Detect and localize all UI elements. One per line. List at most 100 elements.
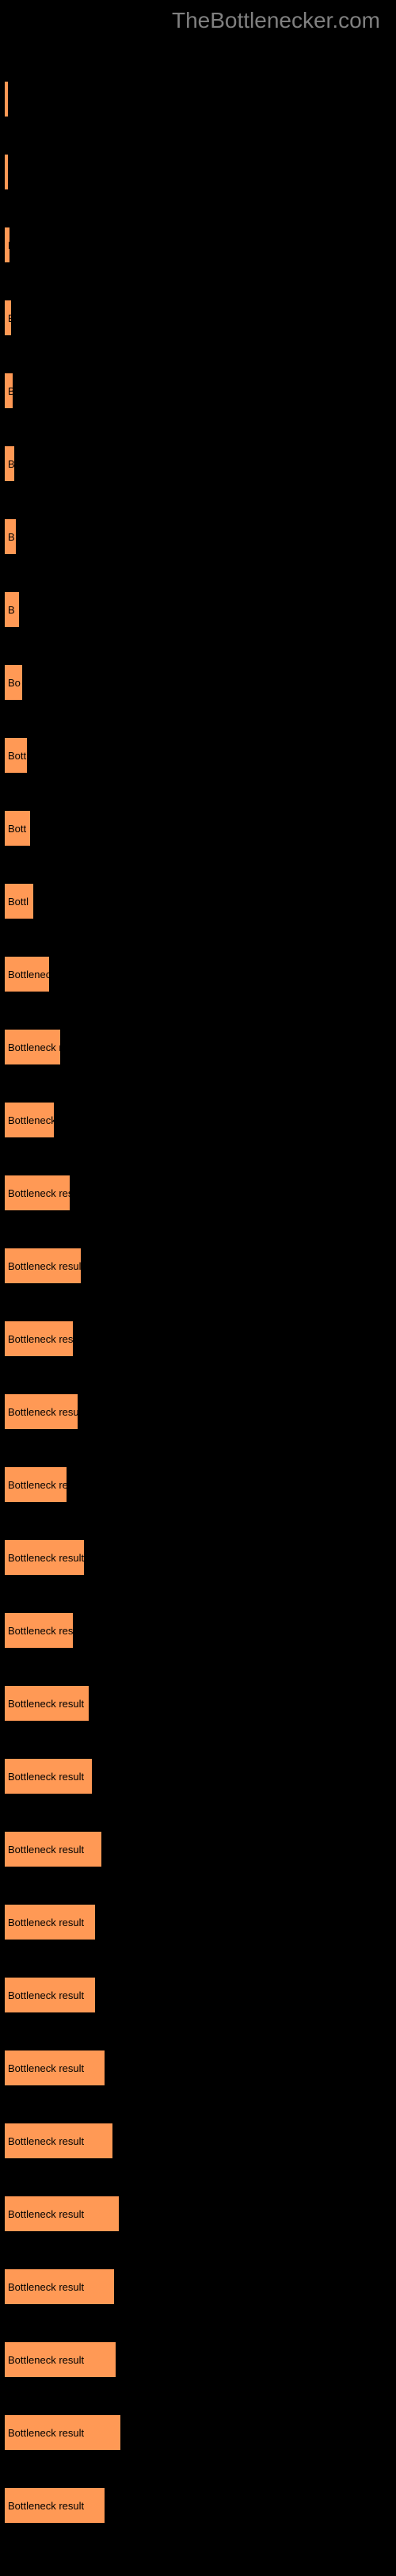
bar-row: B xyxy=(4,373,392,409)
chart-bar: B xyxy=(4,445,15,482)
bar-label: Bottleneck result xyxy=(8,1552,84,1564)
bar-row: Bottleneck re xyxy=(4,1029,392,1065)
bar-label: Bottleneck result xyxy=(8,2281,84,2293)
bar-label: Bottleneck result xyxy=(8,2208,84,2220)
bar-label: Bottleneck result xyxy=(8,2135,84,2147)
bar-label: Bottleneck result xyxy=(8,1771,84,1783)
bar-label: Bott xyxy=(8,823,26,835)
chart-bar: Bott xyxy=(4,737,28,774)
bar-row: Bottleneck resu xyxy=(4,1175,392,1211)
chart-bar: Bottl xyxy=(4,883,34,919)
chart-bar: Bottleneck re xyxy=(4,1466,67,1503)
chart-bar: Bottleneck result xyxy=(4,1248,82,1284)
chart-bar: B xyxy=(4,373,13,409)
chart-bar: B xyxy=(4,154,9,190)
bar-label: B xyxy=(8,458,15,470)
bar-row: Bottleneck resul xyxy=(4,1393,392,1430)
chart-bar: Bottleneck result xyxy=(4,2341,116,2378)
chart-bar: B xyxy=(4,227,10,263)
chart-bar: Bottleneck result xyxy=(4,1685,89,1722)
bar-row: Bottleneck result xyxy=(4,1248,392,1284)
chart-bar: Bottleneck result xyxy=(4,2123,113,2159)
bar-label: Bottleneck result xyxy=(8,1989,84,2001)
bar-row: Bottleneck result xyxy=(4,2123,392,2159)
chart-bar: Bottleneck result xyxy=(4,1831,102,1867)
chart-bar: Bottleneck result xyxy=(4,1539,85,1576)
bar-label: B xyxy=(8,604,15,616)
chart-bar: Bott xyxy=(4,810,31,847)
chart-bar: Bottleneck resu xyxy=(4,1320,74,1357)
chart-bar: Bottleneck xyxy=(4,1102,55,1138)
chart-bar: B xyxy=(4,300,12,336)
bar-label: B xyxy=(8,312,12,324)
bar-row: B xyxy=(4,300,392,336)
bar-label: Bottleneck result xyxy=(8,1260,82,1272)
bar-row: Bo xyxy=(4,664,392,701)
bar-label: Bott xyxy=(8,750,26,762)
bar-label: Bottleneck xyxy=(8,1114,55,1126)
bar-row: Bottlenec xyxy=(4,956,392,992)
bar-row: Bottleneck re xyxy=(4,1466,392,1503)
bar-row: Bottleneck xyxy=(4,1102,392,1138)
bar-row: B xyxy=(4,154,392,190)
bar-row: Bottleneck result xyxy=(4,1831,392,1867)
chart-bar: Bottleneck result xyxy=(4,2414,121,2451)
chart-bar: Bottlenec xyxy=(4,956,50,992)
bar-label: B xyxy=(8,531,15,543)
bar-label: Bottleneck resu xyxy=(8,1333,74,1345)
bar-row: B xyxy=(4,227,392,263)
bar-row: Bottleneck resu xyxy=(4,1320,392,1357)
bar-label: B xyxy=(8,239,10,251)
bar-row: Bottleneck result xyxy=(4,1539,392,1576)
chart-bar: B xyxy=(4,591,20,628)
bar-label: Bottleneck result xyxy=(8,2500,84,2512)
site-header: TheBottlenecker.com xyxy=(0,0,396,33)
bar-label: Bottlenec xyxy=(8,969,50,980)
chart-bar: Bottleneck resu xyxy=(4,1612,74,1649)
chart-bar: Bottleneck result xyxy=(4,2487,105,2524)
bar-row: Bottleneck result xyxy=(4,2050,392,2086)
bar-row: Bottleneck resu xyxy=(4,1612,392,1649)
chart-bar: Bottleneck result xyxy=(4,1977,96,2013)
bar-chart: B B B B B B B Bo Bott Bott Bottl Bottlenec Bottlenec… xyxy=(0,33,396,2576)
bar-label: Bottleneck re xyxy=(8,1479,67,1491)
chart-bar: Bottleneck re xyxy=(4,1029,61,1065)
bar-label: Bottleneck result xyxy=(8,1844,84,1856)
bar-row: Bottleneck result xyxy=(4,2341,392,2378)
bar-row: Bottleneck result xyxy=(4,1758,392,1794)
bar-row: Bottleneck result xyxy=(4,1685,392,1722)
bar-label: Bottleneck resu xyxy=(8,1187,70,1199)
chart-bar: Bottleneck result xyxy=(4,2196,120,2232)
bar-label: Bottleneck result xyxy=(8,2062,84,2074)
bar-row: B xyxy=(4,518,392,555)
chart-bar: Bottleneck result xyxy=(4,1758,93,1794)
bar-row: B xyxy=(4,591,392,628)
bar-label: Bottl xyxy=(8,896,29,908)
bar-row: Bottleneck result xyxy=(4,1904,392,1940)
chart-bar: B xyxy=(4,518,17,555)
bar-row: Bottleneck result xyxy=(4,2414,392,2451)
bar-label: Bottleneck result xyxy=(8,2354,84,2366)
bar-label: Bottleneck result xyxy=(8,2427,84,2439)
chart-bar: Bottleneck result xyxy=(4,2050,105,2086)
bar-label: Bo xyxy=(8,677,21,689)
bar-row xyxy=(4,81,392,117)
bar-row: Bottleneck result xyxy=(4,1977,392,2013)
bar-label: B xyxy=(8,385,13,397)
bar-label: Bottleneck result xyxy=(8,1698,84,1710)
bar-row: Bottleneck result xyxy=(4,2268,392,2305)
bar-label: Bottleneck re xyxy=(8,1041,61,1053)
bar-label: Bottleneck resul xyxy=(8,1406,78,1418)
bar-row: Bott xyxy=(4,810,392,847)
chart-bar: Bottleneck resul xyxy=(4,1393,78,1430)
chart-bar: Bottleneck resu xyxy=(4,1175,70,1211)
bar-row: Bottleneck result xyxy=(4,2196,392,2232)
bar-label: Bottleneck result xyxy=(8,1917,84,1928)
bar-row: Bottl xyxy=(4,883,392,919)
bar-row: Bott xyxy=(4,737,392,774)
chart-bar: Bo xyxy=(4,664,23,701)
chart-bar: Bottleneck result xyxy=(4,2268,115,2305)
bar-row: B xyxy=(4,445,392,482)
bar-label: Bottleneck resu xyxy=(8,1625,74,1637)
chart-bar xyxy=(4,81,9,117)
